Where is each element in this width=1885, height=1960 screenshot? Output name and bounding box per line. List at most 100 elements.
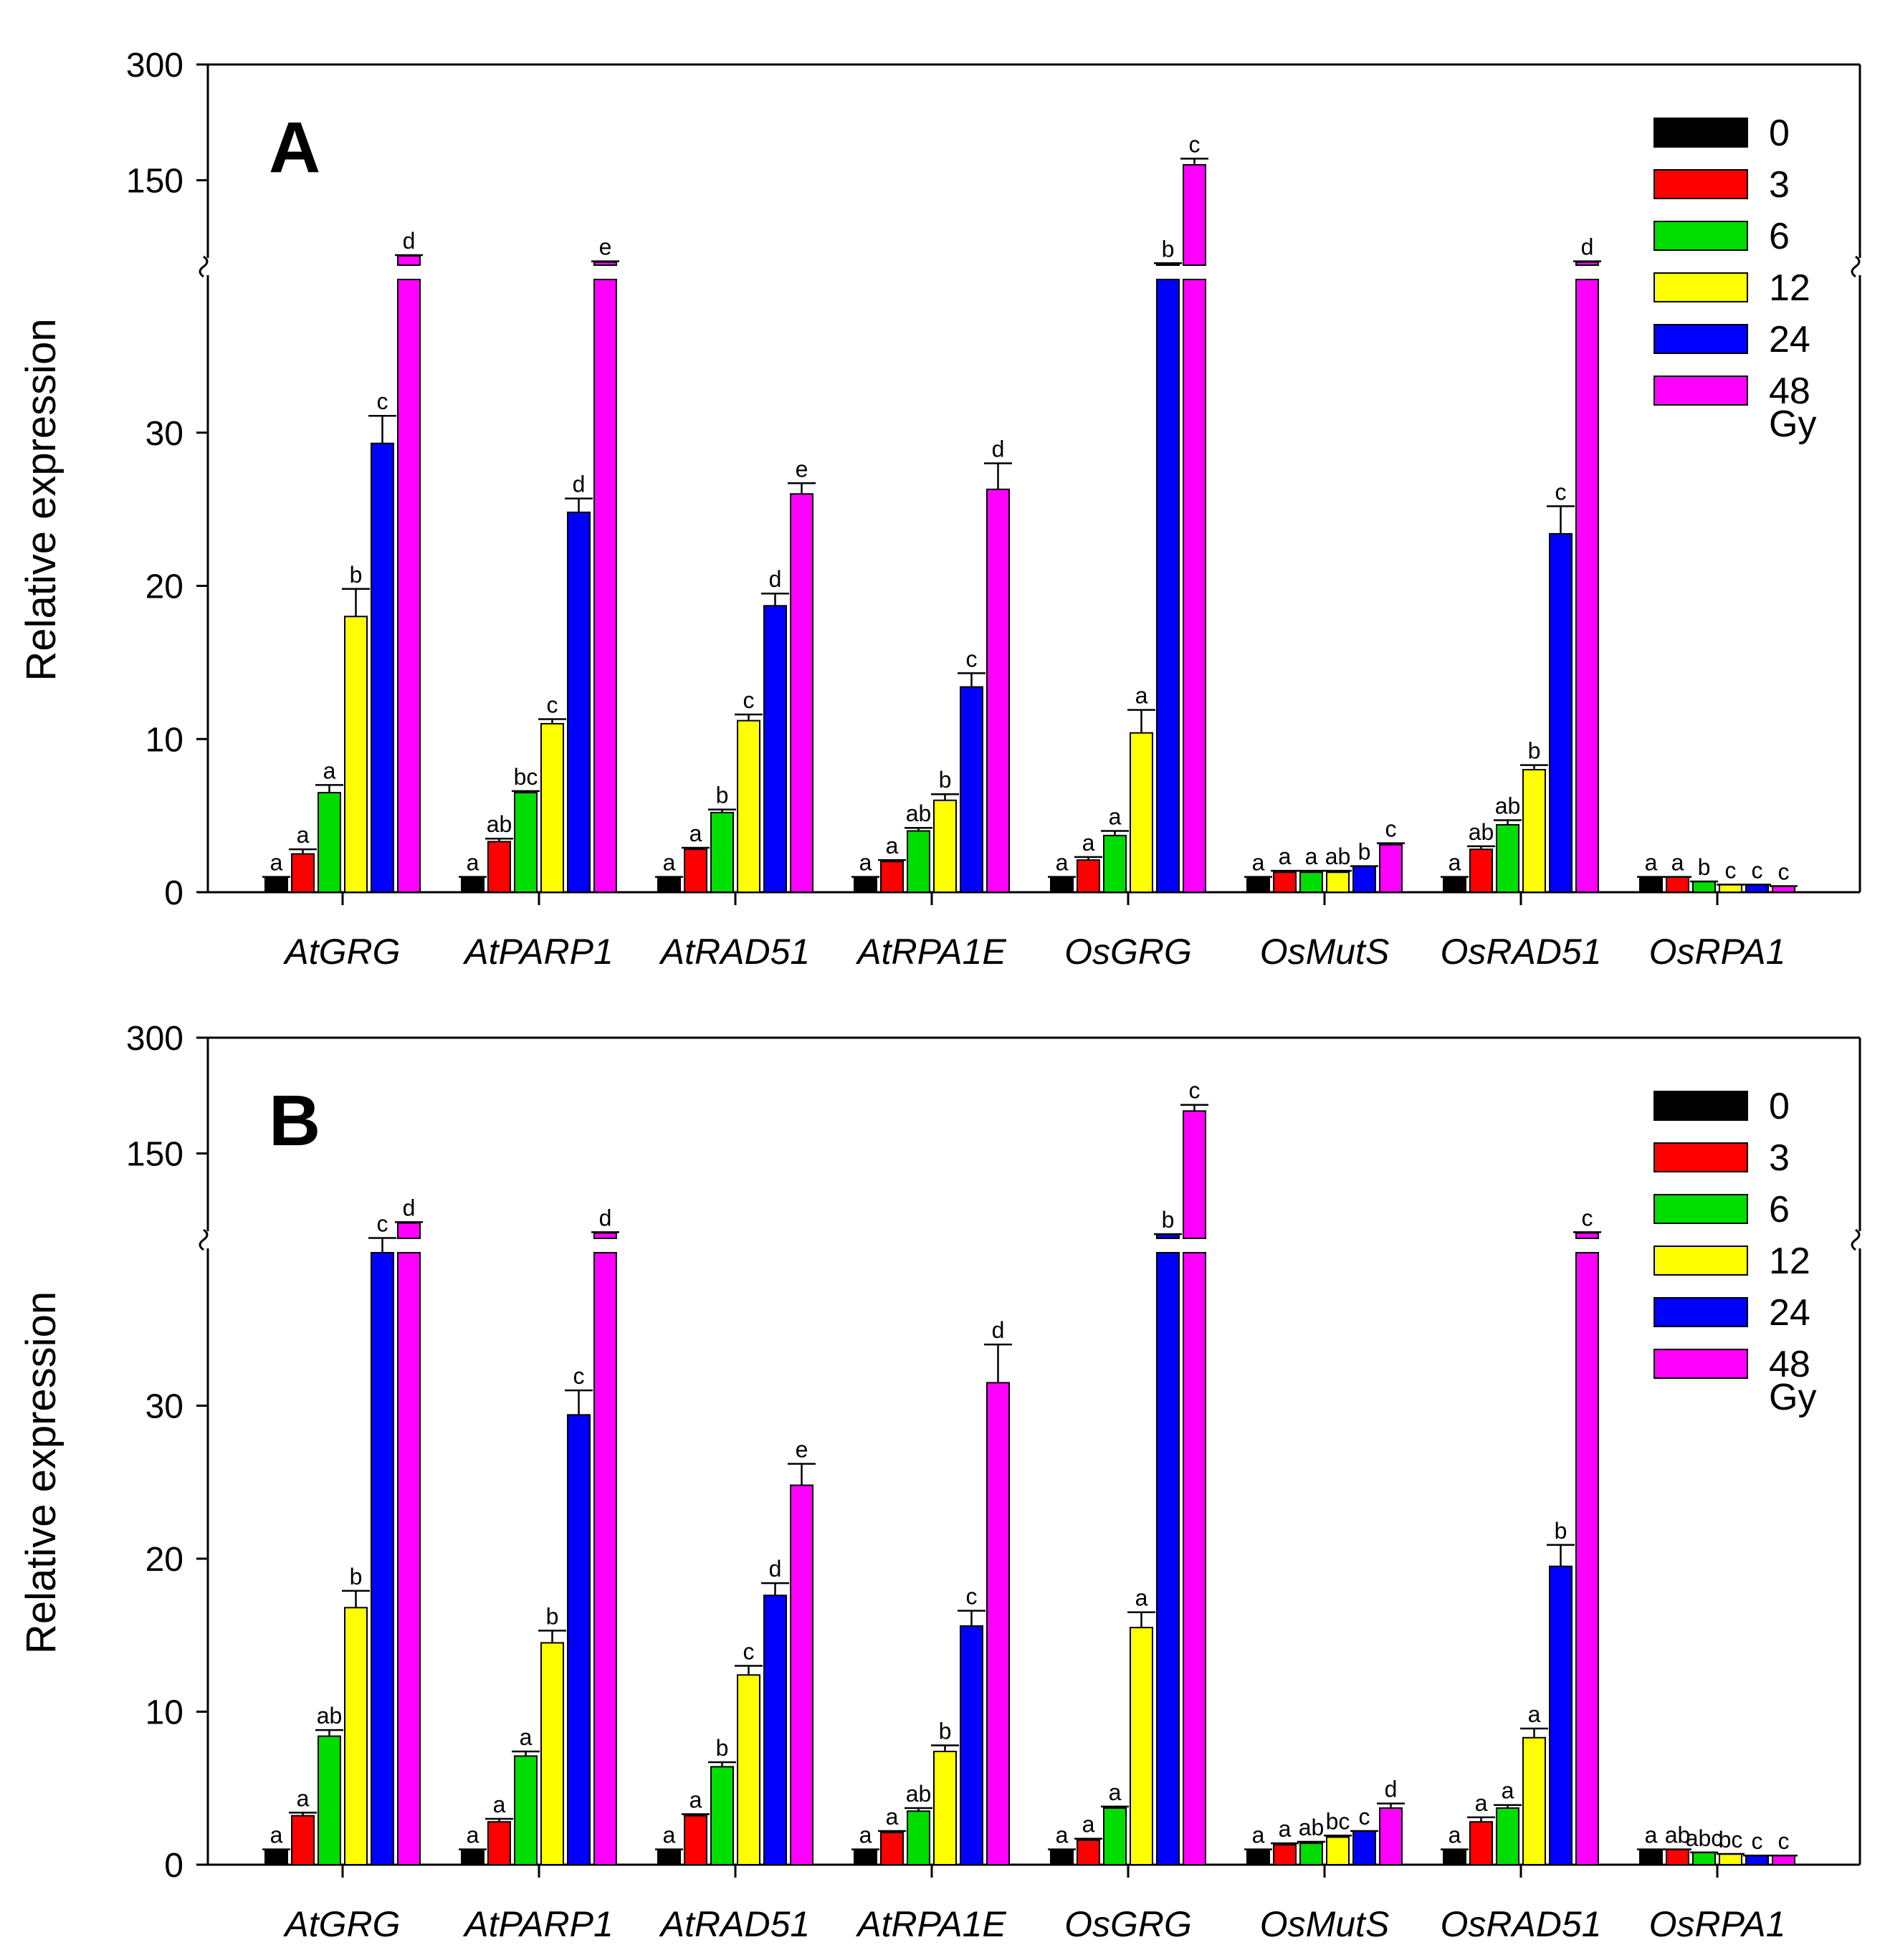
bar-OsMutS-0gy [1246,1848,1270,1865]
bar-AtRPA1E-6gy [907,1810,930,1865]
significance-letter: c [966,1584,978,1610]
bar-OsGRG-48gy-lower [1183,1252,1206,1865]
significance-letter: c [1555,479,1567,505]
significance-letter: a [1135,1585,1148,1611]
legend-unit: Gy [1769,1377,1816,1418]
bar-AtPARP1-24gy [567,511,591,893]
bar-AtGRG-0gy [264,876,288,893]
significance-letter: e [796,456,808,482]
bar-AtPARP1-3gy [487,1821,511,1865]
legend-swatch-3 [1653,169,1748,199]
significance-letter: b [1555,1518,1567,1544]
axis-break-left [199,1228,209,1251]
bar-AtRAD51-48gy [790,1484,813,1865]
category-label-OsRAD51: OsRAD51 [1440,932,1601,972]
significance-letter: d [573,472,586,497]
significance-letter: a [663,1822,676,1848]
bar-AtRAD51-12gy [737,1674,760,1865]
significance-letter: a [1528,1701,1541,1727]
y-tick-label: 30 [145,1388,183,1426]
significance-letter: a [689,1787,702,1813]
bar-AtPARP1-12gy [540,722,564,893]
y-axis-title: Relative expression [18,318,65,681]
bar-AtPARP1-0gy [461,876,485,893]
bar-OsRAD51-0gy [1443,1848,1466,1865]
category-label-OsMutS: OsMutS [1260,932,1390,972]
y-tick-label: 150 [126,1136,183,1174]
bar-AtGRG-48gy-lower [397,279,421,893]
bar-OsRPA1-48gy [1772,1855,1795,1865]
bar-OsRAD51-48gy-upper [1575,1232,1599,1240]
legend-label-6: 6 [1769,1189,1790,1230]
axis-break-left [199,255,209,278]
bar-AtPARP1-12gy [540,1642,564,1866]
significance-letter: d [599,1205,612,1230]
legend-label-48: 48 [1769,371,1810,412]
bar-AtRPA1E-12gy [933,799,957,893]
significance-letter: a [1252,1822,1265,1848]
significance-letter: ab [1469,819,1494,845]
bar-OsMutS-24gy [1352,1830,1376,1866]
bar-AtGRG-24gy [371,442,394,893]
significance-letter: a [323,757,336,783]
panel-letter: B [269,1081,320,1161]
legend-swatch-12 [1653,272,1748,302]
significance-letter: b [716,783,729,808]
y-tick-label: 20 [145,568,183,606]
y-tick-label: 300 [126,1020,183,1058]
category-label-OsRPA1: OsRPA1 [1649,932,1786,972]
bar-OsRAD51-12gy [1522,769,1546,893]
bar-OsGRG-6gy [1103,834,1127,893]
significance-letter: abc [1686,1825,1723,1851]
significance-letter: a [1449,850,1461,876]
bar-OsRAD51-24gy [1549,1565,1573,1866]
bar-OsRPA1-12gy [1719,884,1742,893]
bar-AtRPA1E-0gy [854,876,877,893]
bar-OsRAD51-48gy-lower [1575,279,1599,893]
significance-letter: ab [906,1781,932,1807]
bar-OsGRG-24gy-lower [1156,279,1180,893]
significance-letter: a [1109,804,1122,830]
axis-break-right [1851,255,1861,278]
legend-swatch-48 [1653,1349,1748,1379]
y-tick-label: 30 [145,415,183,453]
y-tick-label: 300 [126,47,183,85]
significance-letter: a [886,833,899,859]
significance-letter: ab [1325,843,1351,869]
significance-letter: d [403,1195,416,1220]
bar-AtRAD51-0gy [657,1848,681,1865]
legend-label-48: 48 [1769,1344,1810,1385]
bar-AtPARP1-6gy [514,792,538,893]
significance-letter: d [992,1317,1005,1343]
bar-AtGRG-48gy-upper [397,1222,421,1240]
category-label-AtGRG: AtGRG [282,1904,400,1944]
legend-swatch-6 [1653,1194,1748,1224]
significance-letter: b [546,1603,559,1629]
bar-AtRPA1E-48gy [986,1382,1010,1865]
significance-letter: bc [1719,1827,1743,1853]
legend-label-3: 3 [1769,164,1790,206]
significance-letter: c [743,687,755,713]
significance-letter: a [467,850,479,876]
bar-OsRPA1-3gy [1666,1848,1689,1865]
legend-swatch-0 [1653,1091,1748,1121]
significance-letter: b [1528,738,1541,764]
bar-OsGRG-48gy-upper [1183,164,1206,266]
bar-AtRAD51-3gy [684,1815,707,1865]
significance-letter: ab [906,800,932,826]
bar-AtGRG-12gy [344,1607,368,1866]
significance-letter: c [1582,1205,1593,1230]
legend-label-6: 6 [1769,216,1790,257]
bar-AtGRG-3gy [291,853,315,893]
legend-swatch-48 [1653,376,1748,406]
significance-letter: a [1279,1816,1292,1842]
category-label-AtPARP1: AtPARP1 [462,1904,614,1944]
bar-AtRPA1E-3gy [880,1832,904,1866]
significance-letter: a [1082,830,1095,856]
bar-OsMutS-24gy [1352,865,1376,893]
bar-OsMutS-12gy [1326,1836,1350,1866]
bar-AtRPA1E-48gy [986,488,1010,893]
bar-AtPARP1-48gy-lower [593,1252,617,1865]
